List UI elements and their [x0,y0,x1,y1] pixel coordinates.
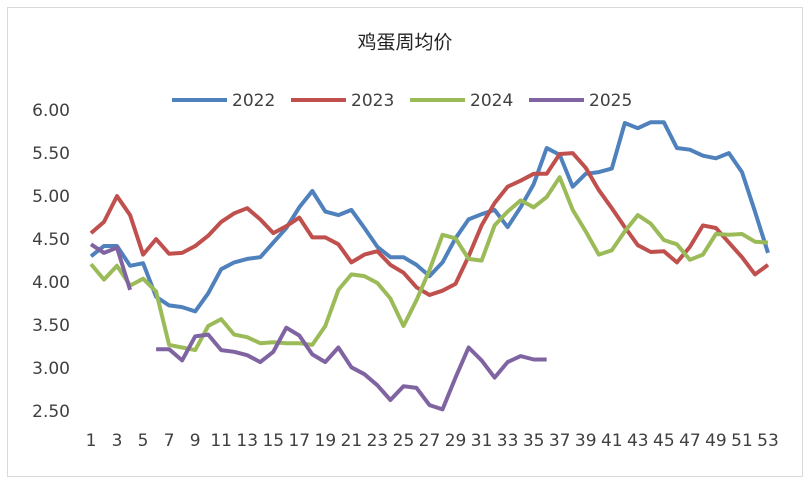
y-tick-label: 4.50 [32,230,70,250]
y-tick-label: 3.50 [32,316,70,336]
legend-label: 2022 [232,91,275,111]
y-tick-label: 5.50 [32,144,70,164]
x-tick-label: 51 [731,431,753,451]
x-tick-label: 11 [210,431,232,451]
y-tick-label: 5.00 [32,187,70,207]
x-tick-label: 41 [601,431,623,451]
x-tick-label: 1 [86,431,97,451]
x-tick-label: 23 [367,431,389,451]
x-tick-label: 19 [315,431,337,451]
x-tick-label: 33 [497,431,519,451]
x-tick-label: 15 [262,431,284,451]
legend-label: 2023 [351,91,394,111]
legend-label: 2025 [589,91,632,111]
chart-title: 鸡蛋周均价 [357,32,452,54]
x-tick-label: 45 [653,431,675,451]
y-tick-label: 4.00 [32,273,70,293]
y-tick-label: 2.50 [32,402,70,422]
x-tick-label: 39 [575,431,597,451]
series-line [156,325,547,412]
series-line [89,242,133,291]
x-tick-label: 7 [164,431,175,451]
x-tick-label: 31 [471,431,493,451]
series-line [89,151,770,297]
x-tick-label: 21 [341,431,363,451]
y-tick-label: 3.00 [32,359,70,379]
x-tick-label: 5 [138,431,149,451]
x-tick-label: 37 [549,431,571,451]
series-line [89,120,770,314]
legend-label: 2024 [470,91,513,111]
x-tick-label: 9 [190,431,201,451]
x-tick-label: 47 [679,431,701,451]
x-tick-label: 3 [112,431,123,451]
x-tick-label: 49 [705,431,727,451]
x-tick-label: 43 [627,431,649,451]
y-tick-label: 6.00 [32,101,70,121]
chart-border [7,7,803,477]
x-tick-label: 13 [236,431,258,451]
x-tick-label: 53 [757,431,779,451]
x-tick-label: 29 [445,431,467,451]
x-tick-label: 35 [523,431,545,451]
x-tick-label: 17 [288,431,310,451]
x-tick-label: 27 [419,431,441,451]
x-tick-label: 25 [393,431,415,451]
